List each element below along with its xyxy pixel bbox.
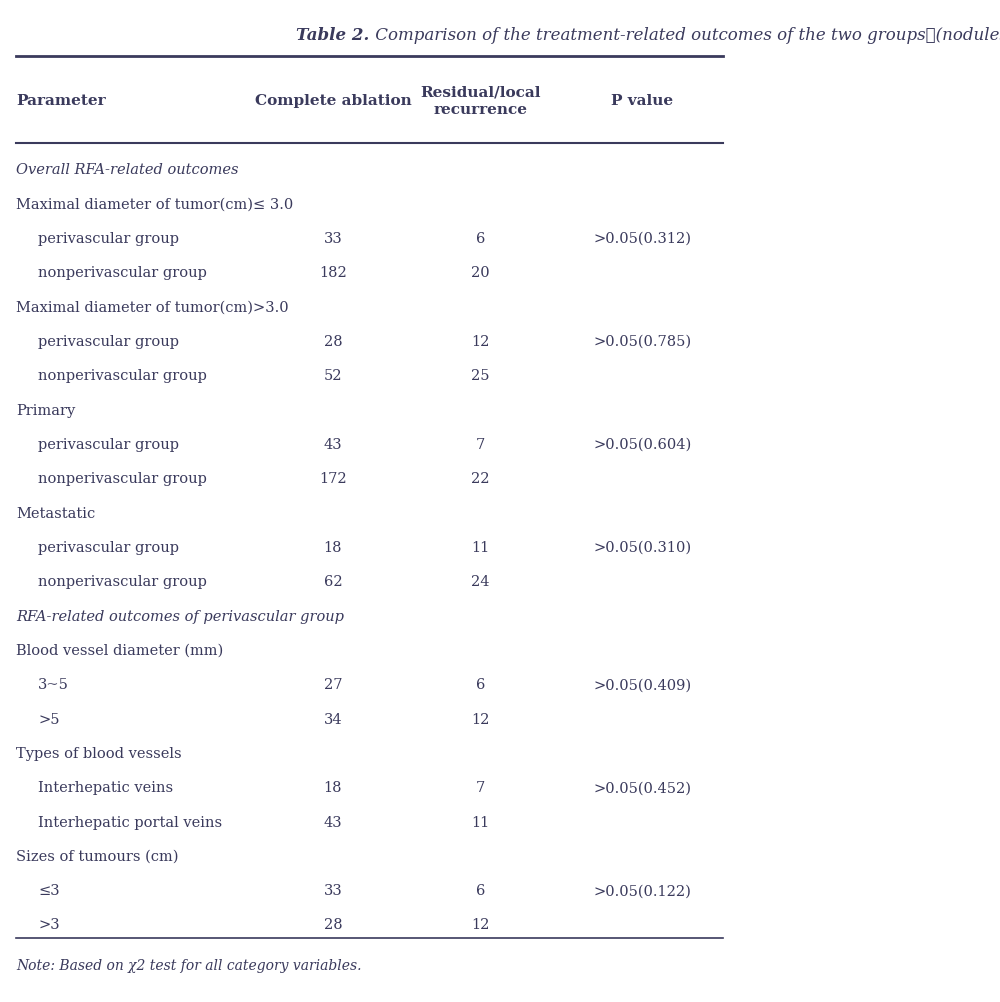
Text: 7: 7 bbox=[476, 438, 485, 452]
Text: 6: 6 bbox=[476, 884, 485, 898]
Text: Maximal diameter of tumor(cm)>3.0: Maximal diameter of tumor(cm)>3.0 bbox=[16, 301, 289, 315]
Text: >0.05(0.310): >0.05(0.310) bbox=[593, 541, 691, 555]
Text: 3~5: 3~5 bbox=[38, 678, 69, 692]
Text: >5: >5 bbox=[38, 712, 60, 726]
Text: 6: 6 bbox=[476, 678, 485, 692]
Text: Note: Based on χ2 test for all category variables.: Note: Based on χ2 test for all category … bbox=[16, 959, 362, 973]
Text: >0.05(0.604): >0.05(0.604) bbox=[593, 438, 691, 452]
Text: Interhepatic portal veins: Interhepatic portal veins bbox=[38, 816, 222, 830]
Text: 52: 52 bbox=[324, 370, 342, 384]
Text: ≤3: ≤3 bbox=[38, 884, 60, 898]
Text: 43: 43 bbox=[324, 438, 342, 452]
Text: 18: 18 bbox=[324, 782, 342, 796]
Text: Table 2.: Table 2. bbox=[296, 27, 370, 44]
Text: Metastatic: Metastatic bbox=[16, 507, 95, 521]
Text: 20: 20 bbox=[471, 267, 490, 281]
Text: >0.05(0.122): >0.05(0.122) bbox=[593, 884, 691, 898]
Text: 12: 12 bbox=[471, 335, 489, 349]
Text: Residual/local
recurrence: Residual/local recurrence bbox=[420, 85, 541, 117]
Text: perivascular group: perivascular group bbox=[38, 438, 179, 452]
Text: 22: 22 bbox=[471, 472, 490, 486]
Text: 43: 43 bbox=[324, 816, 342, 830]
Text: Blood vessel diameter (mm): Blood vessel diameter (mm) bbox=[16, 644, 223, 658]
Text: 7: 7 bbox=[476, 782, 485, 796]
Text: 6: 6 bbox=[476, 232, 485, 246]
Text: nonperivascular group: nonperivascular group bbox=[38, 370, 207, 384]
Text: 172: 172 bbox=[319, 472, 347, 486]
Text: Primary: Primary bbox=[16, 404, 75, 418]
Text: Parameter: Parameter bbox=[16, 94, 106, 108]
Text: Maximal diameter of tumor(cm)≤ 3.0: Maximal diameter of tumor(cm)≤ 3.0 bbox=[16, 197, 293, 211]
Text: Interhepatic veins: Interhepatic veins bbox=[38, 782, 173, 796]
Text: 11: 11 bbox=[471, 541, 489, 555]
Text: perivascular group: perivascular group bbox=[38, 335, 179, 349]
Text: >0.05(0.312): >0.05(0.312) bbox=[593, 232, 691, 246]
Text: 12: 12 bbox=[471, 919, 489, 933]
Text: 25: 25 bbox=[471, 370, 490, 384]
Text: 182: 182 bbox=[319, 267, 347, 281]
Text: 33: 33 bbox=[324, 884, 342, 898]
Text: Overall RFA-related outcomes: Overall RFA-related outcomes bbox=[16, 163, 239, 177]
Text: 34: 34 bbox=[324, 712, 342, 726]
Text: 24: 24 bbox=[471, 575, 490, 589]
Text: Sizes of tumours (cm): Sizes of tumours (cm) bbox=[16, 850, 179, 864]
Text: >0.05(0.409): >0.05(0.409) bbox=[593, 678, 691, 692]
Text: nonperivascular group: nonperivascular group bbox=[38, 472, 207, 486]
Text: Complete ablation: Complete ablation bbox=[255, 94, 411, 108]
Text: perivascular group: perivascular group bbox=[38, 232, 179, 246]
Text: nonperivascular group: nonperivascular group bbox=[38, 575, 207, 589]
Text: 12: 12 bbox=[471, 712, 489, 726]
Text: >3: >3 bbox=[38, 919, 60, 933]
Text: >0.05(0.785): >0.05(0.785) bbox=[593, 335, 691, 349]
Text: nonperivascular group: nonperivascular group bbox=[38, 267, 207, 281]
Text: 28: 28 bbox=[324, 919, 342, 933]
Text: Types of blood vessels: Types of blood vessels bbox=[16, 746, 182, 761]
Text: P value: P value bbox=[611, 94, 673, 108]
Text: 28: 28 bbox=[324, 335, 342, 349]
Text: 18: 18 bbox=[324, 541, 342, 555]
Text: RFA-related outcomes of perivascular group: RFA-related outcomes of perivascular gro… bbox=[16, 609, 344, 623]
Text: 27: 27 bbox=[324, 678, 342, 692]
Text: Comparison of the treatment-related outcomes of the two groups　(nodules）: Comparison of the treatment-related outc… bbox=[370, 27, 1000, 44]
Text: 62: 62 bbox=[324, 575, 342, 589]
Text: perivascular group: perivascular group bbox=[38, 541, 179, 555]
Text: 33: 33 bbox=[324, 232, 342, 246]
Text: 11: 11 bbox=[471, 816, 489, 830]
Text: >0.05(0.452): >0.05(0.452) bbox=[593, 782, 691, 796]
